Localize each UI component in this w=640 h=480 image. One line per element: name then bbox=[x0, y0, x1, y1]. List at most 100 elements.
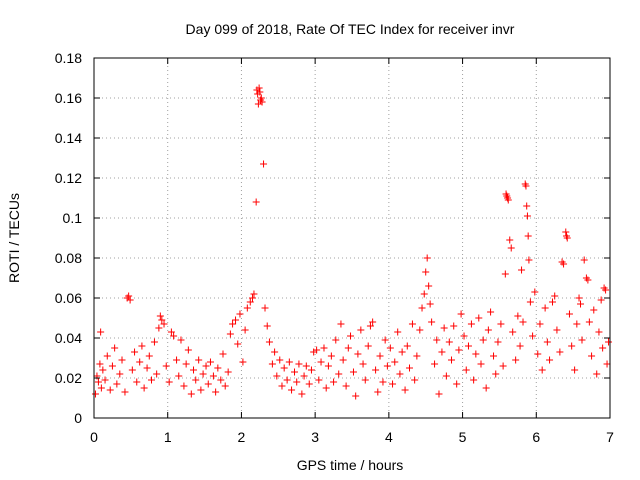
data-point bbox=[442, 372, 450, 380]
data-point bbox=[546, 356, 554, 364]
data-point bbox=[278, 382, 286, 390]
data-point bbox=[560, 260, 568, 268]
data-point bbox=[416, 326, 424, 334]
data-point bbox=[401, 386, 409, 394]
data-point bbox=[106, 386, 114, 394]
data-point bbox=[280, 364, 288, 372]
data-point bbox=[525, 256, 533, 264]
data-point bbox=[128, 366, 136, 374]
data-point bbox=[158, 316, 166, 324]
y-tick-label: 0.12 bbox=[55, 170, 82, 186]
data-point bbox=[361, 376, 369, 384]
x-tick-label: 4 bbox=[385, 429, 393, 445]
data-point bbox=[475, 314, 483, 322]
data-point bbox=[342, 382, 350, 390]
data-point bbox=[116, 370, 124, 378]
x-axis-label: GPS time / hours bbox=[297, 457, 404, 473]
data-point bbox=[602, 286, 610, 294]
data-point bbox=[408, 320, 416, 328]
data-point bbox=[450, 322, 458, 330]
data-point bbox=[212, 388, 220, 396]
data-point bbox=[595, 328, 603, 336]
data-point bbox=[433, 336, 441, 344]
data-point bbox=[354, 350, 362, 358]
data-point bbox=[376, 352, 384, 360]
data-point bbox=[605, 338, 613, 346]
data-point bbox=[190, 366, 198, 374]
data-point bbox=[97, 328, 105, 336]
data-point bbox=[593, 370, 601, 378]
y-axis-label: ROTI / TECUs bbox=[6, 193, 22, 283]
x-tick-label: 2 bbox=[238, 429, 246, 445]
data-point bbox=[162, 362, 170, 370]
data-point bbox=[147, 376, 155, 384]
data-point bbox=[470, 376, 478, 384]
data-point bbox=[302, 362, 310, 370]
data-point bbox=[549, 298, 557, 306]
data-point bbox=[504, 196, 512, 204]
data-point bbox=[94, 378, 102, 386]
data-point bbox=[140, 384, 148, 392]
data-point bbox=[477, 360, 485, 368]
data-point bbox=[577, 300, 585, 308]
x-tick-label: 5 bbox=[459, 429, 467, 445]
data-point bbox=[597, 296, 605, 304]
data-point bbox=[497, 320, 505, 328]
data-point bbox=[543, 338, 551, 346]
data-point bbox=[317, 358, 325, 366]
data-point bbox=[202, 362, 210, 370]
data-point bbox=[344, 344, 352, 352]
data-point bbox=[431, 360, 439, 368]
data-point bbox=[411, 376, 419, 384]
data-point bbox=[261, 304, 269, 312]
data-point bbox=[524, 232, 532, 240]
data-point bbox=[405, 364, 413, 372]
data-point bbox=[599, 344, 607, 352]
data-point bbox=[184, 346, 192, 354]
y-tick-label: 0.08 bbox=[55, 250, 82, 266]
grid-lines bbox=[94, 58, 610, 418]
data-point bbox=[534, 350, 542, 358]
data-point bbox=[254, 100, 262, 108]
data-point bbox=[224, 368, 232, 376]
data-point bbox=[553, 326, 561, 334]
data-point bbox=[271, 348, 279, 356]
x-tick-label: 6 bbox=[532, 429, 540, 445]
data-point bbox=[293, 378, 301, 386]
data-point bbox=[398, 348, 406, 356]
data-point bbox=[568, 342, 576, 350]
data-point bbox=[155, 324, 163, 332]
data-point bbox=[268, 360, 276, 368]
data-point bbox=[307, 366, 315, 374]
data-point bbox=[273, 372, 281, 380]
data-point bbox=[91, 390, 99, 398]
data-point bbox=[121, 388, 129, 396]
data-point bbox=[291, 368, 299, 376]
data-point bbox=[177, 336, 185, 344]
data-point bbox=[590, 306, 598, 314]
data-point bbox=[288, 386, 296, 394]
data-point bbox=[509, 328, 517, 336]
data-point bbox=[523, 202, 531, 210]
data-point bbox=[538, 366, 546, 374]
data-point bbox=[460, 332, 468, 340]
data-point bbox=[246, 298, 254, 306]
data-point bbox=[588, 352, 596, 360]
data-point bbox=[389, 380, 397, 388]
y-tick-label: 0.02 bbox=[55, 370, 82, 386]
data-point bbox=[472, 350, 480, 358]
data-point bbox=[206, 358, 214, 366]
data-point bbox=[153, 370, 161, 378]
data-point bbox=[347, 332, 355, 340]
data-point bbox=[232, 316, 240, 324]
data-point bbox=[173, 356, 181, 364]
data-point bbox=[420, 290, 428, 298]
data-point bbox=[136, 358, 144, 366]
data-point bbox=[396, 370, 404, 378]
data-points bbox=[91, 84, 613, 400]
data-point bbox=[551, 292, 559, 300]
y-tick-label: 0.18 bbox=[55, 50, 82, 66]
data-point bbox=[219, 350, 227, 358]
data-point bbox=[118, 356, 126, 364]
